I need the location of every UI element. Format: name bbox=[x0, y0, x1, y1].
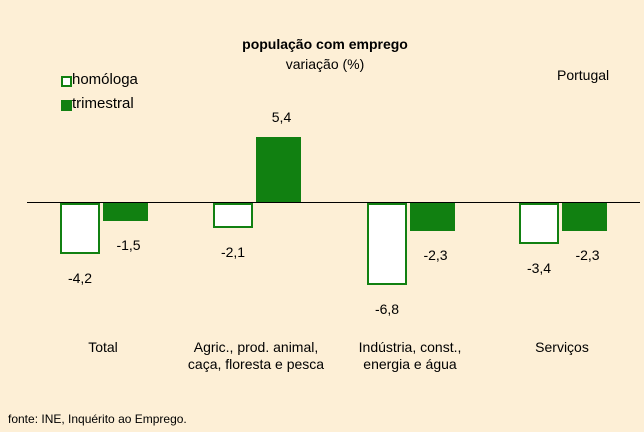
value-label: -4,2 bbox=[67, 269, 93, 286]
annotation: Portugal bbox=[557, 67, 610, 83]
value-label: -2,1 bbox=[220, 244, 246, 261]
value-label: -2,3 bbox=[575, 246, 600, 263]
bar bbox=[367, 202, 407, 286]
x-tick-label: Total bbox=[88, 339, 118, 355]
value-label: -3,4 bbox=[526, 259, 552, 276]
legend-swatch bbox=[61, 76, 72, 87]
value-label: 5,4 bbox=[271, 108, 292, 125]
bar bbox=[60, 202, 100, 254]
value-label: -1,5 bbox=[116, 236, 141, 253]
legend-label: homóloga bbox=[72, 71, 138, 88]
bar bbox=[256, 136, 301, 203]
x-tick-label: Agric., prod. animal, caça, floresta e p… bbox=[187, 339, 325, 372]
value-label: -2,3 bbox=[423, 246, 448, 263]
chart-title: população com emprego bbox=[242, 36, 408, 52]
chart-subtitle: variação (%) bbox=[285, 56, 365, 72]
source-note: fonte: INE, Inquérito ao Emprego. bbox=[8, 412, 187, 426]
bar bbox=[213, 202, 253, 229]
bar bbox=[410, 202, 455, 231]
legend-label: trimestral bbox=[72, 95, 134, 112]
zero-line bbox=[27, 202, 640, 203]
legend-swatch bbox=[61, 100, 72, 111]
x-tick-label: Indústria, const., energia e água bbox=[358, 339, 462, 372]
bar bbox=[562, 202, 607, 231]
x-tick-label: Serviços bbox=[535, 339, 589, 355]
bar bbox=[103, 202, 148, 221]
bar bbox=[519, 202, 559, 244]
value-label: -6,8 bbox=[374, 301, 400, 318]
